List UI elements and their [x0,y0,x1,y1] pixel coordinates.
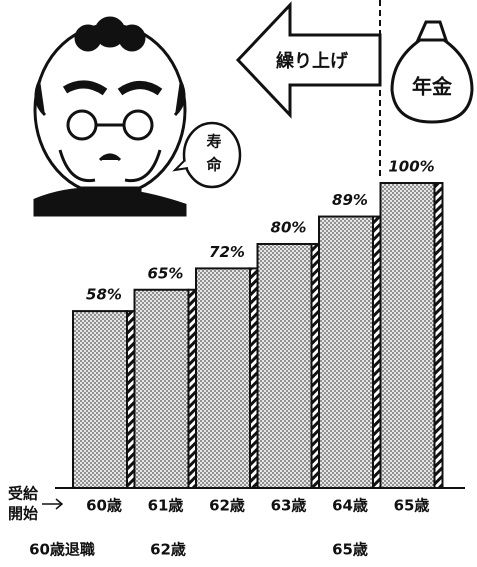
x-tick-label: 61歳 [148,497,184,515]
x-tick-label: 64歳 [332,497,368,515]
bar [135,290,189,488]
start-arrow [42,499,62,509]
bubble-label: 命 [205,156,222,174]
x-tick-label: 60歳 [86,497,122,515]
bar [196,268,250,488]
value-label: 65% [148,264,184,282]
footnote: 60歳退職 [29,541,95,559]
bar [73,311,127,488]
bubble-label: 寿 [206,133,221,151]
money-bag-neck [418,22,446,40]
value-label: 89% [332,191,368,209]
footnote: 65歳 [332,541,368,559]
bar [381,183,435,488]
value-label: 58% [86,286,122,304]
value-label: 72% [209,243,245,261]
value-label: 100% [388,158,434,176]
value-label: 80% [271,219,307,237]
start-label: 受給 [8,485,39,503]
bar-edge [435,183,443,488]
start-label: 開始 [8,505,38,523]
x-tick-label: 65歳 [394,497,430,515]
bar [319,217,373,488]
x-tick-label: 62歳 [209,497,245,515]
bag-label: 年金 [412,75,453,99]
arrow-label: 繰り上げ [276,50,349,72]
character [35,18,185,215]
x-tick-label: 63歳 [271,497,307,515]
bar [258,244,312,488]
footnote: 62歳 [150,541,186,559]
chart: 寿 命 繰り上げ 年金 受給 開始 60歳退職 62歳 65歳 58% 60歳 65… [0,0,477,567]
